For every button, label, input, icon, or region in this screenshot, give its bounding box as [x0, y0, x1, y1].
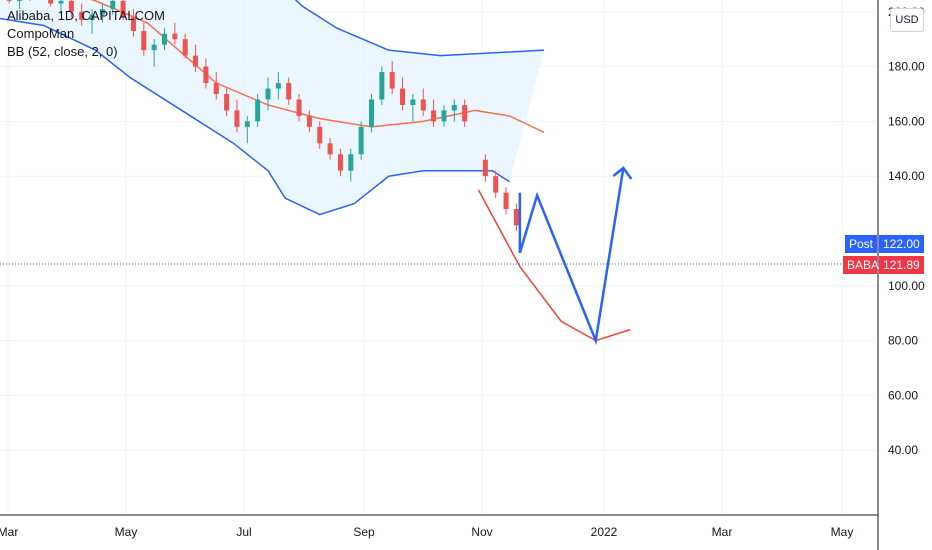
lower-band-line [0, 17, 510, 216]
candle-body[interactable] [265, 88, 271, 100]
candles[interactable] [0, 0, 519, 231]
currency-button[interactable]: USD [890, 8, 924, 32]
candle-body[interactable] [451, 104, 457, 111]
author-name: CompoMan [7, 26, 75, 41]
time-tick-label: May [831, 525, 854, 539]
candle-body[interactable] [369, 99, 374, 127]
candle-body[interactable] [68, 0, 74, 12]
price-tick-label: 60.00 [888, 388, 918, 402]
time-tick-label: Mar [712, 525, 733, 539]
candle-body[interactable] [58, 0, 64, 4]
candle-body[interactable] [162, 33, 167, 45]
candle-body[interactable] [224, 94, 230, 111]
price-tick-label: 80.00 [888, 334, 918, 348]
candle-body[interactable] [234, 110, 240, 127]
candle-body[interactable] [89, 14, 95, 21]
candle-body[interactable] [275, 83, 281, 89]
symbol-title[interactable]: Alibaba, 1D, CAPITALCOM [7, 8, 165, 23]
time-tick-label: May [115, 525, 138, 539]
candle-body[interactable] [255, 99, 261, 122]
candle-body[interactable] [296, 99, 302, 116]
candle-body[interactable] [482, 159, 488, 177]
chart-legend: Alibaba, 1D, CAPITALCOM CompoMan BB (52,… [7, 7, 165, 61]
candle-body[interactable] [130, 17, 136, 31]
candle-body[interactable] [182, 39, 188, 56]
candle-body[interactable] [99, 9, 105, 15]
candle-body[interactable] [327, 143, 333, 155]
candle-body[interactable] [441, 110, 447, 122]
time-tick-label: Jul [236, 525, 251, 539]
candle-body[interactable] [48, 0, 54, 4]
candle-body[interactable] [213, 83, 219, 94]
candle-body[interactable] [17, 0, 23, 1]
post-value-tag: 122.00 [879, 235, 924, 253]
price-tick-label: 160.00 [888, 114, 925, 128]
candle-body[interactable] [317, 126, 323, 144]
candle-body[interactable] [410, 99, 416, 105]
candle-body[interactable] [400, 88, 406, 105]
candle-body[interactable] [513, 209, 519, 226]
price-tick-label: 100.00 [888, 279, 925, 293]
candle-body[interactable] [337, 154, 343, 171]
candle-body[interactable] [151, 44, 157, 51]
candle-body[interactable] [120, 0, 126, 18]
price-tick-label: 40.00 [888, 443, 918, 457]
baba-label-tag: BABA [843, 256, 879, 274]
time-tick-label: Nov [471, 525, 492, 539]
price-tick-label: 180.00 [888, 60, 925, 74]
candle-body[interactable] [420, 99, 426, 111]
candle-body[interactable] [431, 110, 437, 122]
candle-body[interactable] [389, 72, 395, 89]
candle-body[interactable] [172, 33, 178, 40]
candle-body[interactable] [503, 192, 509, 210]
arrow-head[interactable] [612, 166, 633, 180]
upper-band-line [294, 0, 545, 57]
candle-body[interactable] [306, 115, 312, 127]
candle-body[interactable] [348, 154, 354, 171]
band-fill [0, 0, 544, 215]
candle-body[interactable] [203, 66, 209, 84]
time-tick-label: Sep [353, 525, 375, 539]
candle-body[interactable] [193, 55, 199, 67]
candle-body[interactable] [110, 0, 116, 10]
projection-curve[interactable] [477, 189, 631, 342]
candle-body[interactable] [244, 121, 250, 127]
projection-path[interactable] [518, 167, 625, 346]
time-axis[interactable]: Mar May Jul Sep Nov 2022 Mar May [0, 525, 853, 539]
price-axis[interactable]: 200.00180.00160.00140.00100.0080.0060.00… [888, 5, 925, 457]
candle-body[interactable] [493, 176, 499, 193]
candle-body[interactable] [462, 104, 468, 122]
candle-body[interactable] [79, 11, 85, 21]
time-tick-label: Mar [0, 525, 18, 539]
drawings[interactable] [477, 166, 633, 346]
candle-body[interactable] [141, 30, 147, 51]
baba-value-tag: 121.89 [879, 256, 924, 274]
candle-body[interactable] [6, 0, 12, 1]
post-label-tag: Post [845, 235, 877, 253]
candle-body[interactable] [379, 72, 385, 100]
candle-body[interactable] [358, 126, 364, 155]
indicator-label[interactable]: BB (52, close, 2, 0) [7, 44, 118, 59]
price-tick-label: 140.00 [888, 169, 925, 183]
candle-body[interactable] [286, 83, 292, 100]
time-tick-label: 2022 [591, 525, 618, 539]
bollinger-bands [0, 0, 545, 216]
